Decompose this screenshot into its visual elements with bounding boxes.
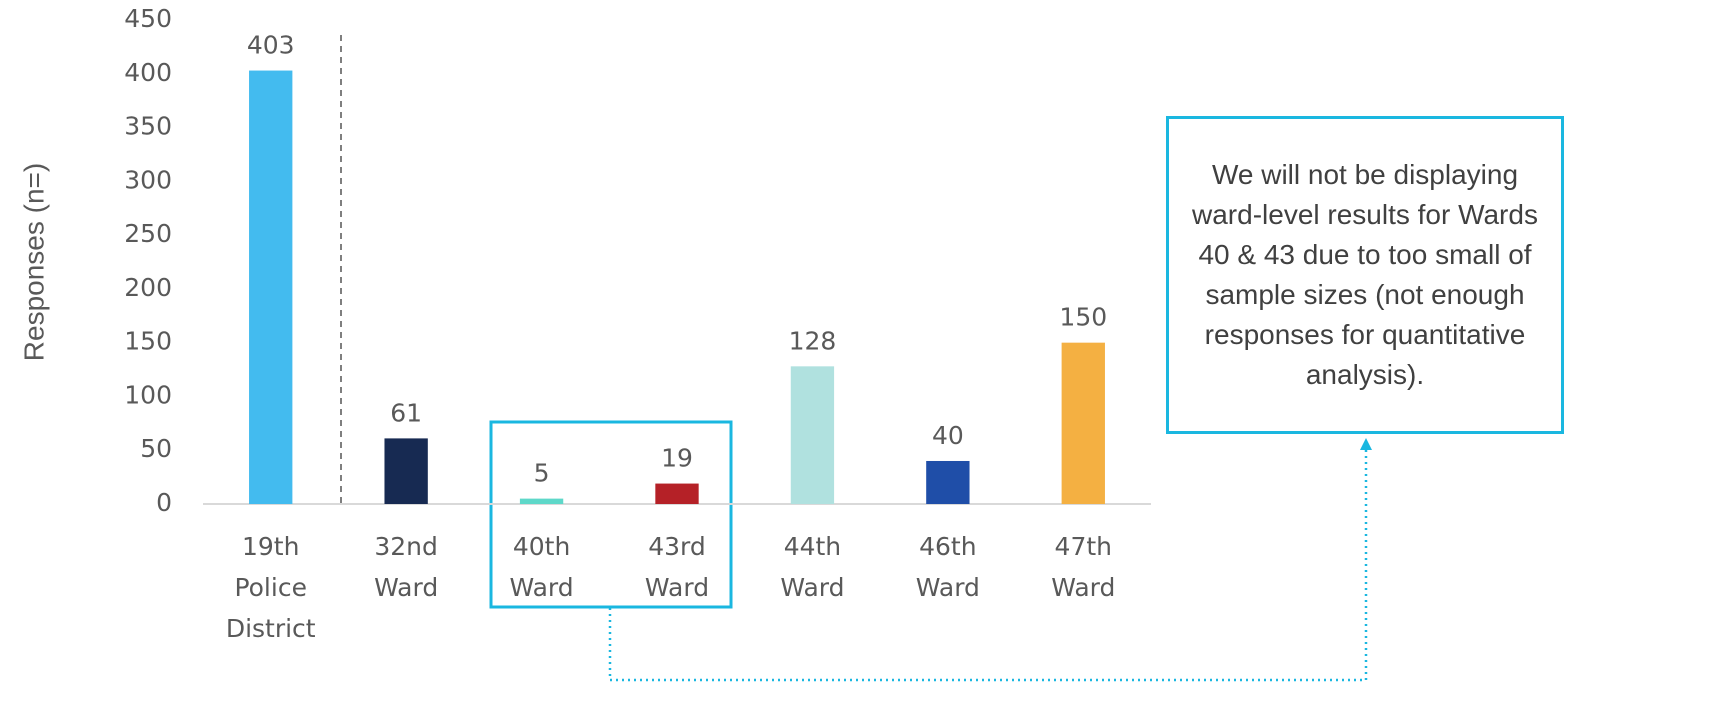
y-tick-label: 450 bbox=[124, 4, 172, 33]
data-label: 150 bbox=[1059, 303, 1107, 332]
y-tick-label: 0 bbox=[156, 488, 172, 517]
annotation: We will not be displaying ward-level res… bbox=[1166, 116, 1564, 434]
y-tick-label: 150 bbox=[124, 327, 172, 356]
y-tick-label: 100 bbox=[124, 380, 172, 409]
bar bbox=[1061, 342, 1105, 504]
bar bbox=[790, 366, 835, 504]
data-label: 40 bbox=[932, 421, 964, 450]
connector bbox=[608, 446, 1368, 682]
x-tick-label: 43rd Ward bbox=[645, 532, 709, 602]
bar bbox=[249, 70, 293, 504]
data-label: 61 bbox=[390, 398, 422, 427]
y-tick-label: 300 bbox=[124, 165, 172, 194]
bar bbox=[655, 483, 699, 504]
connector-arrow bbox=[1360, 438, 1372, 450]
x-tick-label: 46th Ward bbox=[916, 532, 980, 602]
y-tick-label: 400 bbox=[124, 58, 172, 87]
x-tick-label: 40th Ward bbox=[509, 532, 573, 602]
bar bbox=[926, 460, 970, 504]
data-label: 128 bbox=[789, 326, 837, 355]
y-tick-label: 200 bbox=[124, 273, 172, 302]
y-axis-label: Responses (n=) bbox=[18, 163, 49, 361]
bar bbox=[384, 438, 428, 504]
data-label: 19 bbox=[661, 444, 693, 473]
x-tick-label: 32nd Ward bbox=[374, 532, 438, 602]
data-label: 5 bbox=[534, 459, 550, 488]
y-tick-label: 50 bbox=[140, 434, 172, 463]
x-tick-label: 19th Police District bbox=[226, 532, 316, 643]
x-tick-label: 47th Ward bbox=[1051, 532, 1115, 602]
y-tick-label: 350 bbox=[124, 112, 172, 141]
bar bbox=[519, 498, 564, 504]
x-tick-label: 44th Ward bbox=[780, 532, 844, 602]
highlight-box bbox=[489, 420, 733, 609]
y-tick-label: 250 bbox=[124, 219, 172, 248]
data-label: 403 bbox=[247, 31, 295, 60]
